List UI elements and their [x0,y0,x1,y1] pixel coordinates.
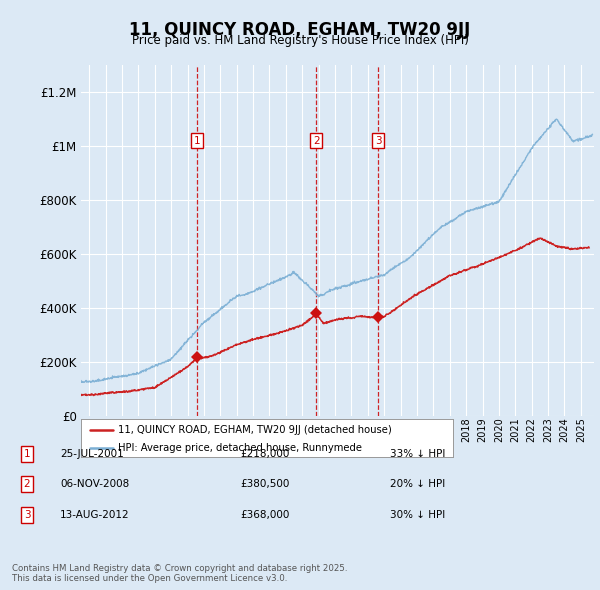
Text: 06-NOV-2008: 06-NOV-2008 [60,480,129,489]
Text: 1: 1 [23,449,31,458]
Text: Price paid vs. HM Land Registry's House Price Index (HPI): Price paid vs. HM Land Registry's House … [131,34,469,47]
Text: £218,000: £218,000 [240,449,289,458]
Text: 13-AUG-2012: 13-AUG-2012 [60,510,130,520]
Text: HPI: Average price, detached house, Runnymede: HPI: Average price, detached house, Runn… [118,442,362,453]
Text: Contains HM Land Registry data © Crown copyright and database right 2025.
This d: Contains HM Land Registry data © Crown c… [12,563,347,583]
Text: 3: 3 [23,510,31,520]
Text: 20% ↓ HPI: 20% ↓ HPI [390,480,445,489]
Text: 2: 2 [313,136,320,146]
Text: 25-JUL-2001: 25-JUL-2001 [60,449,124,458]
Text: £368,000: £368,000 [240,510,289,520]
Text: 33% ↓ HPI: 33% ↓ HPI [390,449,445,458]
Text: 2: 2 [23,480,31,489]
Text: 11, QUINCY ROAD, EGHAM, TW20 9JJ: 11, QUINCY ROAD, EGHAM, TW20 9JJ [130,21,470,39]
Text: 30% ↓ HPI: 30% ↓ HPI [390,510,445,520]
Text: 3: 3 [374,136,381,146]
Text: 11, QUINCY ROAD, EGHAM, TW20 9JJ (detached house): 11, QUINCY ROAD, EGHAM, TW20 9JJ (detach… [118,425,392,435]
Text: 1: 1 [193,136,200,146]
Text: £380,500: £380,500 [240,480,289,489]
